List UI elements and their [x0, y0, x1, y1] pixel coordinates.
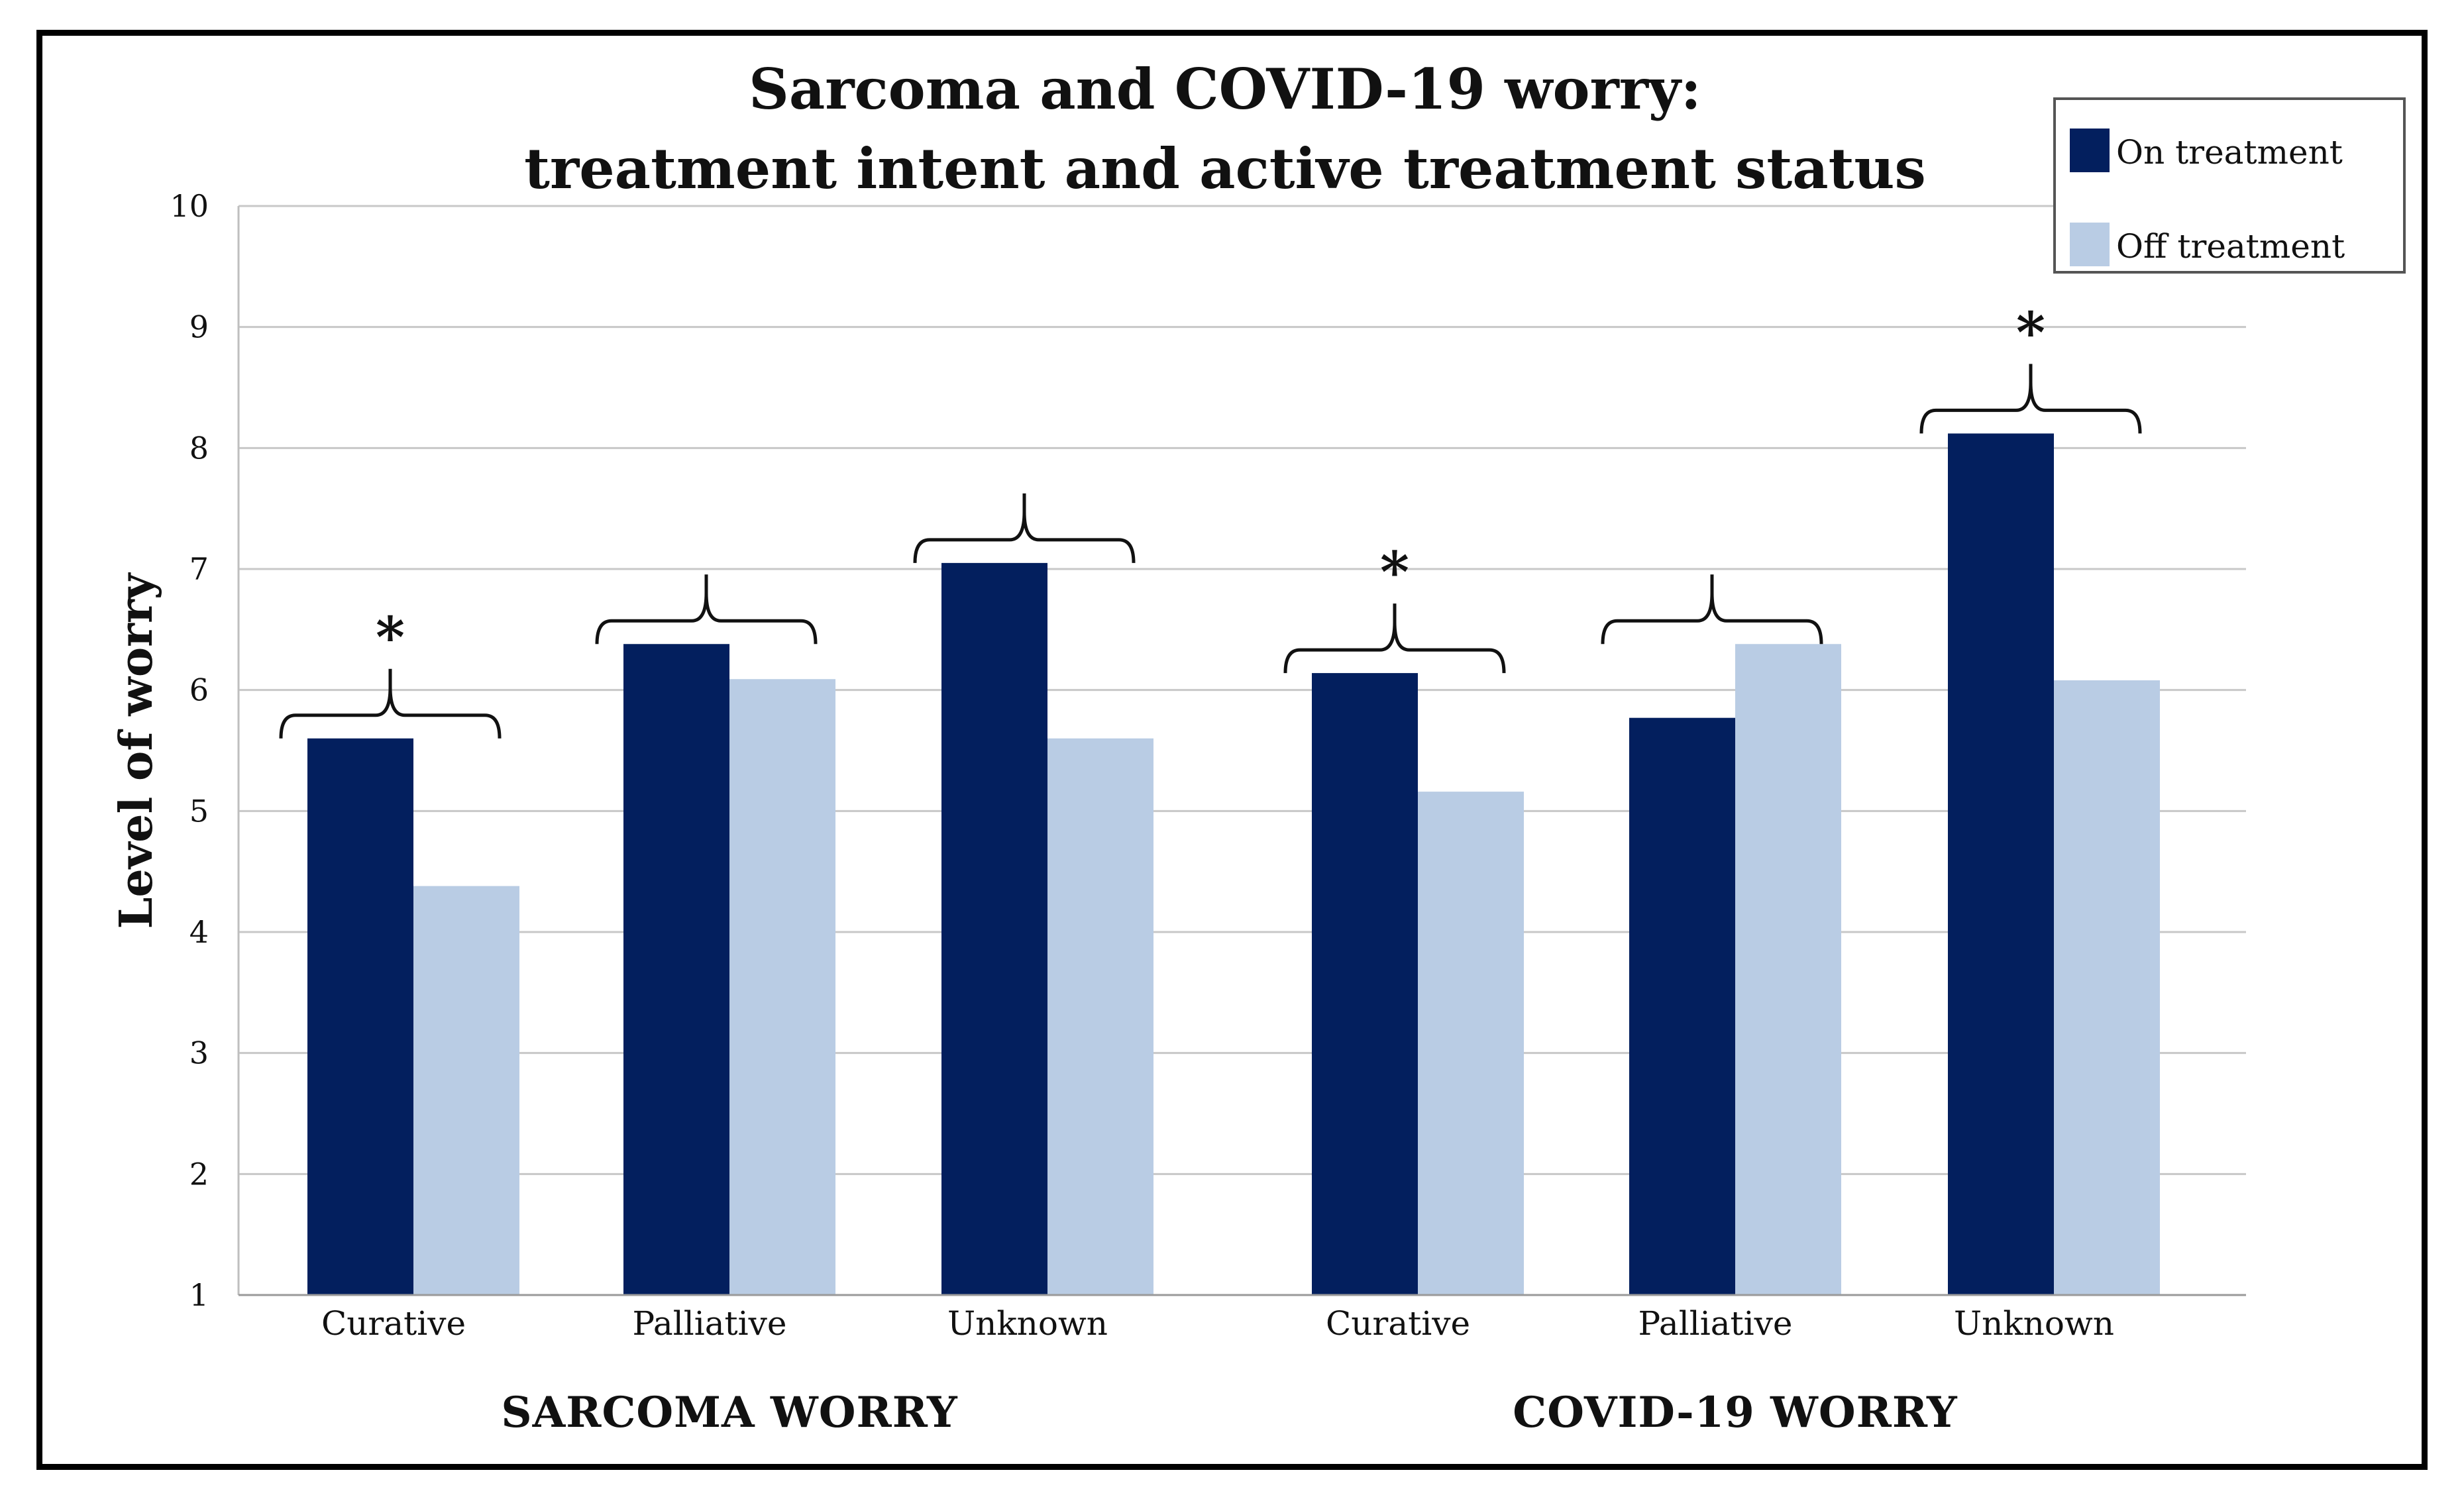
x-tick-label: Curative	[321, 1304, 466, 1343]
comparison-bracket	[1283, 603, 1506, 674]
chart-title-line-2: treatment intent and active treatment st…	[524, 136, 1926, 201]
bars	[307, 433, 2160, 1295]
y-tick-label: 1	[189, 1277, 209, 1313]
bar-off-treatment	[1418, 792, 1524, 1295]
bar-off-treatment	[413, 886, 519, 1295]
x-tick-label: Curative	[1326, 1304, 1470, 1343]
significance-marker: *	[376, 605, 405, 670]
y-tick-label: 9	[189, 309, 209, 345]
comparison-bracket	[1919, 364, 2142, 434]
y-tick-label: 10	[170, 188, 209, 224]
y-tick-label: 7	[189, 551, 209, 587]
comparison-bracket	[279, 668, 502, 739]
group-label-covid: COVID-19 WORRY	[1513, 1388, 1958, 1437]
x-tick-label: Palliative	[1638, 1304, 1793, 1343]
y-tick-label: 3	[189, 1035, 209, 1071]
chart-title-line-1: Sarcoma and COVID-19 worry:	[749, 56, 1701, 122]
group-label-sarcoma: SARCOMA WORRY	[501, 1388, 958, 1437]
bar-on-treatment	[623, 644, 729, 1295]
significance-marker: *	[2016, 299, 2045, 365]
legend: On treatment Off treatment	[2053, 97, 2406, 274]
legend-label-off-treatment: Off treatment	[2116, 227, 2345, 266]
bar-off-treatment	[1735, 644, 1841, 1295]
legend-swatch-off-treatment	[2070, 223, 2110, 266]
bar-off-treatment	[729, 679, 835, 1295]
bar-on-treatment	[1629, 717, 1735, 1295]
comparison-bracket	[913, 493, 1136, 563]
bar-on-treatment	[307, 738, 413, 1295]
significance-annotations: * * *	[279, 299, 2142, 739]
significance-marker: *	[1380, 539, 1409, 605]
x-tick-label: Palliative	[633, 1304, 787, 1343]
legend-swatch-on-treatment	[2070, 129, 2110, 172]
axes: 1 2 3 4 5 6 7 8 9 10 Curative Palliative Unknown Cura…	[170, 188, 2246, 1343]
comparison-bracket	[1601, 574, 1823, 645]
comparison-bracket	[595, 574, 818, 645]
bar-off-treatment	[1047, 738, 1153, 1295]
y-tick-label: 6	[189, 672, 209, 708]
chart-frame: 1 2 3 4 5 6 7 8 9 10 Curative Palliative Unknown Cura…	[36, 30, 2428, 1470]
legend-box	[2053, 97, 2406, 274]
legend-label-on-treatment: On treatment	[2116, 133, 2343, 172]
bar-chart: 1 2 3 4 5 6 7 8 9 10 Curative Palliative Unknown Cura…	[110, 56, 2406, 1437]
x-tick-label: Unknown	[1954, 1304, 2114, 1343]
x-tick-label: Unknown	[947, 1304, 1108, 1343]
y-tick-label: 8	[189, 430, 209, 466]
y-tick-label: 4	[189, 914, 209, 950]
bar-off-treatment	[2054, 680, 2160, 1295]
bar-on-treatment	[941, 562, 1047, 1295]
bar-on-treatment	[1312, 673, 1418, 1295]
gridlines	[239, 205, 2246, 1296]
y-tick-label: 5	[189, 793, 209, 829]
y-tick-label: 2	[189, 1156, 209, 1192]
bar-on-treatment	[1948, 433, 2054, 1295]
y-axis-label: Level of worry	[110, 572, 163, 929]
